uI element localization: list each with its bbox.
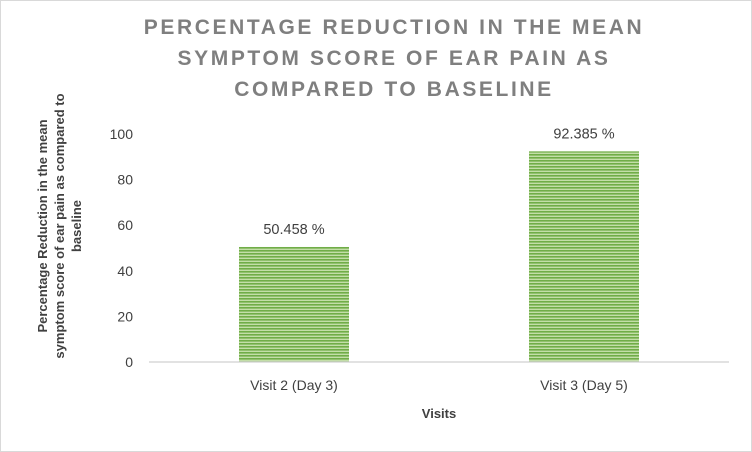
bar-data-label: 92.385 % xyxy=(553,126,614,142)
y-axis-title-line-3: baseline xyxy=(69,200,84,252)
x-category-label: Visit 2 (Day 3) xyxy=(250,377,338,393)
y-tick-label: 80 xyxy=(117,172,133,188)
x-category-label: Visit 3 (Day 5) xyxy=(540,377,628,393)
x-axis-title: Visits xyxy=(422,406,456,421)
y-axis-title: Percentage Reduction in the mean symptom… xyxy=(35,93,84,358)
chart-title-line-2: SYMPTOM SCORE OF EAR PAIN AS xyxy=(178,47,611,70)
bar-data-label: 50.458 % xyxy=(263,222,324,238)
bar-series xyxy=(239,151,639,362)
bar xyxy=(239,246,349,362)
y-axis-ticks: 0 20 40 60 80 100 xyxy=(110,126,134,370)
y-tick-label: 100 xyxy=(110,126,134,142)
y-tick-label: 20 xyxy=(117,308,133,324)
y-axis-title-line-2: symptom score of ear pain as compared to xyxy=(52,93,67,358)
bar xyxy=(529,151,639,362)
y-tick-label: 60 xyxy=(117,217,133,233)
y-tick-label: 40 xyxy=(117,263,133,279)
y-tick-label: 0 xyxy=(125,354,133,370)
x-axis-category-labels: Visit 2 (Day 3) Visit 3 (Day 5) xyxy=(250,377,628,393)
chart-title-line-1: PERCENTAGE REDUCTION IN THE MEAN xyxy=(144,16,645,39)
y-axis-title-line-1: Percentage Reduction in the mean xyxy=(35,119,50,332)
chart-title-line-3: COMPARED TO BASELINE xyxy=(234,78,554,101)
bar-data-labels: 50.458 % 92.385 % xyxy=(263,126,614,238)
